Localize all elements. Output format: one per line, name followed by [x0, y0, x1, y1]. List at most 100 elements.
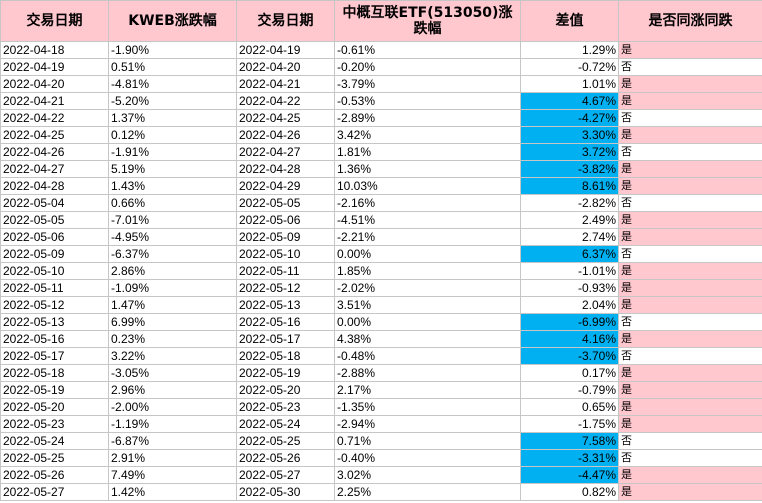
cell-kweb-change[interactable]: -4.95% [108, 228, 237, 246]
cell-etf-change[interactable]: -2.02% [334, 279, 521, 297]
cell-etf-change[interactable]: 1.81% [334, 143, 521, 161]
cell-same-direction[interactable]: 是 [618, 381, 762, 399]
cell-etf-change[interactable]: 3.42% [334, 126, 521, 144]
header-kweb-change[interactable]: KWEB涨跌幅 [108, 0, 237, 42]
cell-kweb-change[interactable]: -1.90% [108, 41, 237, 59]
cell-trade-date-2[interactable]: 2022-05-09 [236, 228, 335, 246]
cell-kweb-change[interactable]: 0.23% [108, 330, 237, 348]
cell-trade-date-1[interactable]: 2022-05-25 [0, 449, 109, 467]
cell-same-direction[interactable]: 否 [618, 194, 762, 212]
cell-kweb-change[interactable]: -2.00% [108, 398, 237, 416]
cell-kweb-change[interactable]: 2.86% [108, 262, 237, 280]
cell-etf-change[interactable]: -0.48% [334, 347, 521, 365]
cell-trade-date-2[interactable]: 2022-05-20 [236, 381, 335, 399]
cell-trade-date-1[interactable]: 2022-04-27 [0, 160, 109, 178]
cell-kweb-change[interactable]: -1.09% [108, 279, 237, 297]
cell-kweb-change[interactable]: -1.91% [108, 143, 237, 161]
cell-kweb-change[interactable]: 3.22% [108, 347, 237, 365]
cell-difference[interactable]: -3.82% [520, 160, 619, 178]
cell-etf-change[interactable]: 3.51% [334, 296, 521, 314]
cell-etf-change[interactable]: 1.85% [334, 262, 521, 280]
header-trade-date-1[interactable]: 交易日期 [0, 0, 109, 42]
cell-difference[interactable]: -0.79% [520, 381, 619, 399]
cell-same-direction[interactable]: 是 [618, 211, 762, 229]
cell-trade-date-2[interactable]: 2022-04-28 [236, 160, 335, 178]
cell-difference[interactable]: 0.65% [520, 398, 619, 416]
cell-same-direction[interactable]: 是 [618, 177, 762, 195]
cell-trade-date-2[interactable]: 2022-05-05 [236, 194, 335, 212]
cell-kweb-change[interactable]: 1.37% [108, 109, 237, 127]
cell-same-direction[interactable]: 否 [618, 143, 762, 161]
cell-difference[interactable]: -4.27% [520, 109, 619, 127]
cell-trade-date-1[interactable]: 2022-05-26 [0, 466, 109, 484]
cell-trade-date-1[interactable]: 2022-04-21 [0, 92, 109, 110]
cell-same-direction[interactable]: 是 [618, 126, 762, 144]
cell-kweb-change[interactable]: 2.96% [108, 381, 237, 399]
cell-trade-date-2[interactable]: 2022-05-12 [236, 279, 335, 297]
cell-same-direction[interactable]: 否 [618, 109, 762, 127]
cell-etf-change[interactable]: 0.00% [334, 313, 521, 331]
cell-difference[interactable]: 2.04% [520, 296, 619, 314]
cell-same-direction[interactable]: 是 [618, 41, 762, 59]
cell-same-direction[interactable]: 是 [618, 92, 762, 110]
cell-difference[interactable]: -1.01% [520, 262, 619, 280]
cell-trade-date-2[interactable]: 2022-05-16 [236, 313, 335, 331]
cell-kweb-change[interactable]: -3.05% [108, 364, 237, 382]
cell-kweb-change[interactable]: -6.37% [108, 245, 237, 263]
cell-trade-date-1[interactable]: 2022-05-20 [0, 398, 109, 416]
cell-trade-date-1[interactable]: 2022-05-11 [0, 279, 109, 297]
cell-same-direction[interactable]: 否 [618, 313, 762, 331]
cell-etf-change[interactable]: -0.53% [334, 92, 521, 110]
cell-same-direction[interactable]: 是 [618, 364, 762, 382]
cell-kweb-change[interactable]: -1.19% [108, 415, 237, 433]
cell-same-direction[interactable]: 否 [618, 347, 762, 365]
cell-kweb-change[interactable]: -4.81% [108, 75, 237, 93]
cell-same-direction[interactable]: 是 [618, 466, 762, 484]
cell-trade-date-1[interactable]: 2022-05-19 [0, 381, 109, 399]
cell-trade-date-1[interactable]: 2022-05-24 [0, 432, 109, 450]
cell-etf-change[interactable]: -0.61% [334, 41, 521, 59]
cell-etf-change[interactable]: 4.38% [334, 330, 521, 348]
cell-difference[interactable]: 3.72% [520, 143, 619, 161]
cell-difference[interactable]: -6.99% [520, 313, 619, 331]
cell-same-direction[interactable]: 是 [618, 415, 762, 433]
cell-trade-date-2[interactable]: 2022-04-22 [236, 92, 335, 110]
cell-kweb-change[interactable]: 7.49% [108, 466, 237, 484]
header-difference[interactable]: 差值 [520, 0, 619, 42]
cell-difference[interactable]: -1.75% [520, 415, 619, 433]
cell-etf-change[interactable]: -2.89% [334, 109, 521, 127]
cell-kweb-change[interactable]: -6.87% [108, 432, 237, 450]
cell-difference[interactable]: -3.70% [520, 347, 619, 365]
cell-same-direction[interactable]: 是 [618, 228, 762, 246]
cell-difference[interactable]: 4.67% [520, 92, 619, 110]
cell-difference[interactable]: -4.47% [520, 466, 619, 484]
cell-etf-change[interactable]: 3.02% [334, 466, 521, 484]
cell-trade-date-1[interactable]: 2022-04-26 [0, 143, 109, 161]
cell-difference[interactable]: -0.72% [520, 58, 619, 76]
cell-trade-date-2[interactable]: 2022-04-25 [236, 109, 335, 127]
cell-kweb-change[interactable]: 1.43% [108, 177, 237, 195]
cell-same-direction[interactable]: 是 [618, 296, 762, 314]
cell-trade-date-1[interactable]: 2022-05-05 [0, 211, 109, 229]
cell-trade-date-2[interactable]: 2022-05-18 [236, 347, 335, 365]
cell-trade-date-2[interactable]: 2022-04-29 [236, 177, 335, 195]
cell-trade-date-1[interactable]: 2022-05-13 [0, 313, 109, 331]
cell-etf-change[interactable]: -4.51% [334, 211, 521, 229]
cell-difference[interactable]: 6.37% [520, 245, 619, 263]
cell-etf-change[interactable]: -1.35% [334, 398, 521, 416]
cell-trade-date-2[interactable]: 2022-05-13 [236, 296, 335, 314]
cell-same-direction[interactable]: 是 [618, 398, 762, 416]
cell-difference[interactable]: 2.49% [520, 211, 619, 229]
cell-trade-date-1[interactable]: 2022-05-16 [0, 330, 109, 348]
cell-trade-date-2[interactable]: 2022-04-20 [236, 58, 335, 76]
cell-same-direction[interactable]: 是 [618, 262, 762, 280]
cell-difference[interactable]: 3.30% [520, 126, 619, 144]
cell-trade-date-1[interactable]: 2022-05-10 [0, 262, 109, 280]
cell-etf-change[interactable]: 0.00% [334, 245, 521, 263]
cell-kweb-change[interactable]: 0.66% [108, 194, 237, 212]
cell-etf-change[interactable]: 10.03% [334, 177, 521, 195]
cell-same-direction[interactable]: 否 [618, 432, 762, 450]
cell-same-direction[interactable]: 否 [618, 245, 762, 263]
cell-trade-date-2[interactable]: 2022-05-25 [236, 432, 335, 450]
cell-trade-date-2[interactable]: 2022-05-24 [236, 415, 335, 433]
